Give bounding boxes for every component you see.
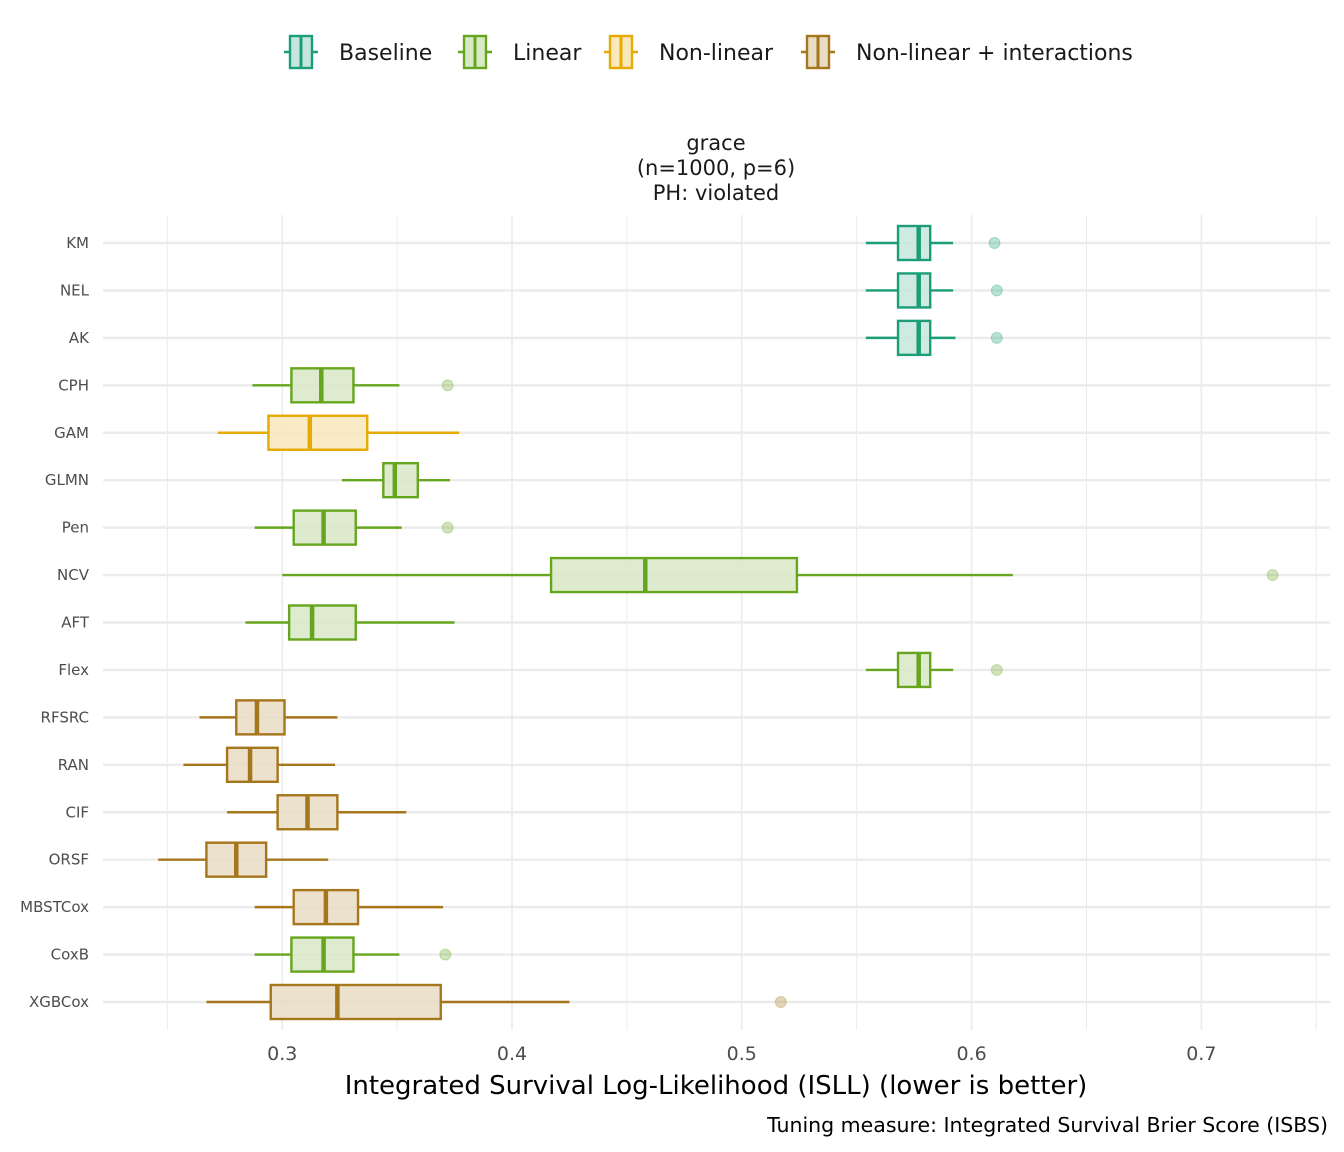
box-pen bbox=[254, 509, 454, 546]
x-axis-labels: 0.3 0.4 0.5 0.6 0.7 bbox=[267, 1043, 1216, 1065]
outlier-point bbox=[1266, 569, 1279, 582]
y-tick-label-mbstcox: MBSTCox bbox=[20, 898, 89, 916]
y-tick-label-coxb: CoxB bbox=[51, 946, 89, 964]
box-iqr bbox=[287, 604, 357, 641]
outlier-point bbox=[988, 237, 1001, 249]
box-iqr bbox=[896, 272, 932, 309]
y-tick-label-aft: AFT bbox=[61, 614, 90, 632]
title-line-2: (n=1000, p=6) bbox=[637, 156, 795, 180]
legend: Baseline Linear Non-linear Non-linear + int… bbox=[284, 34, 1133, 70]
box-aft bbox=[245, 604, 455, 641]
box-nel bbox=[865, 272, 1003, 309]
legend-label: Non-linear + interactions bbox=[856, 41, 1133, 66]
box-km bbox=[865, 224, 1001, 262]
y-tick-label-cph: CPH bbox=[58, 376, 89, 394]
y-tick-label-ran: RAN bbox=[58, 756, 89, 774]
box-iqr bbox=[896, 651, 932, 689]
gridlines bbox=[103, 215, 1330, 1030]
y-axis-labels: KM NEL AK CPH GAM GLMN Pen NCV AFT Flex RFSRC RAN CI… bbox=[20, 234, 90, 1011]
boxes bbox=[158, 224, 1279, 1021]
x-axis-title: Integrated Survival Log-Likelihood (ISLL… bbox=[345, 1071, 1088, 1101]
outlier-point bbox=[990, 663, 1003, 676]
legend-label: Baseline bbox=[339, 41, 432, 66]
outlier-point bbox=[439, 948, 452, 961]
title-line-1: grace bbox=[686, 131, 745, 155]
y-tick-label-nel: NEL bbox=[60, 281, 90, 299]
y-tick-label-ncv: NCV bbox=[57, 566, 90, 584]
legend-item-baseline: Baseline bbox=[284, 34, 432, 70]
legend-label: Non-linear bbox=[659, 41, 774, 66]
outlier-point bbox=[441, 521, 454, 534]
x-tick-label: 0.7 bbox=[1186, 1043, 1216, 1065]
box-coxb bbox=[254, 936, 452, 973]
y-tick-label-gam: GAM bbox=[54, 424, 89, 442]
legend-label: Linear bbox=[513, 41, 582, 66]
outlier-point bbox=[990, 331, 1003, 344]
y-tick-label-km: KM bbox=[66, 234, 89, 252]
legend-item-linear: Linear bbox=[458, 34, 582, 70]
box-mbstcox bbox=[254, 888, 444, 926]
box-iqr bbox=[549, 556, 799, 594]
box-iqr bbox=[382, 461, 419, 499]
box-iqr bbox=[225, 746, 279, 784]
y-tick-label-ak: AK bbox=[69, 329, 90, 347]
caption: Tuning measure: Integrated Survival Brie… bbox=[766, 1113, 1328, 1137]
outlier-point bbox=[990, 284, 1003, 297]
box-glmn bbox=[341, 461, 450, 499]
x-tick-label: 0.6 bbox=[956, 1043, 986, 1065]
y-tick-label-pen: Pen bbox=[62, 519, 89, 537]
box-ak bbox=[865, 319, 1003, 357]
box-flex bbox=[865, 651, 1003, 689]
box-cif bbox=[227, 794, 407, 831]
outlier-point bbox=[774, 996, 787, 1008]
legend-item-non-linear-interactions: Non-linear + interactions bbox=[801, 34, 1133, 70]
x-tick-label: 0.4 bbox=[497, 1043, 527, 1065]
y-tick-label-flex: Flex bbox=[58, 661, 89, 679]
box-ncv bbox=[282, 556, 1279, 594]
y-tick-label-rfsrc: RFSRC bbox=[41, 708, 89, 726]
box-iqr bbox=[235, 699, 286, 736]
box-cph bbox=[252, 367, 454, 404]
x-tick-label: 0.5 bbox=[727, 1043, 757, 1065]
box-rfsrc bbox=[199, 699, 338, 736]
y-tick-label-xgbcox: XGBCox bbox=[29, 993, 89, 1011]
box-iqr bbox=[267, 414, 369, 451]
y-tick-label-orsf: ORSF bbox=[49, 851, 89, 869]
panel-title: grace (n=1000, p=6) PH: violated bbox=[637, 131, 795, 205]
box-iqr bbox=[269, 983, 442, 1021]
legend-item-non-linear: Non-linear bbox=[604, 34, 774, 70]
box-xgbcox bbox=[206, 983, 787, 1021]
y-tick-label-glmn: GLMN bbox=[45, 471, 89, 489]
box-orsf bbox=[158, 841, 329, 878]
box-gam bbox=[217, 414, 460, 451]
y-tick-label-cif: CIF bbox=[65, 803, 89, 821]
box-ran bbox=[183, 746, 336, 784]
x-tick-label: 0.3 bbox=[267, 1043, 297, 1065]
title-line-3: PH: violated bbox=[653, 181, 780, 205]
outlier-point bbox=[441, 379, 454, 392]
box-iqr bbox=[896, 319, 932, 357]
box-iqr bbox=[896, 224, 932, 262]
